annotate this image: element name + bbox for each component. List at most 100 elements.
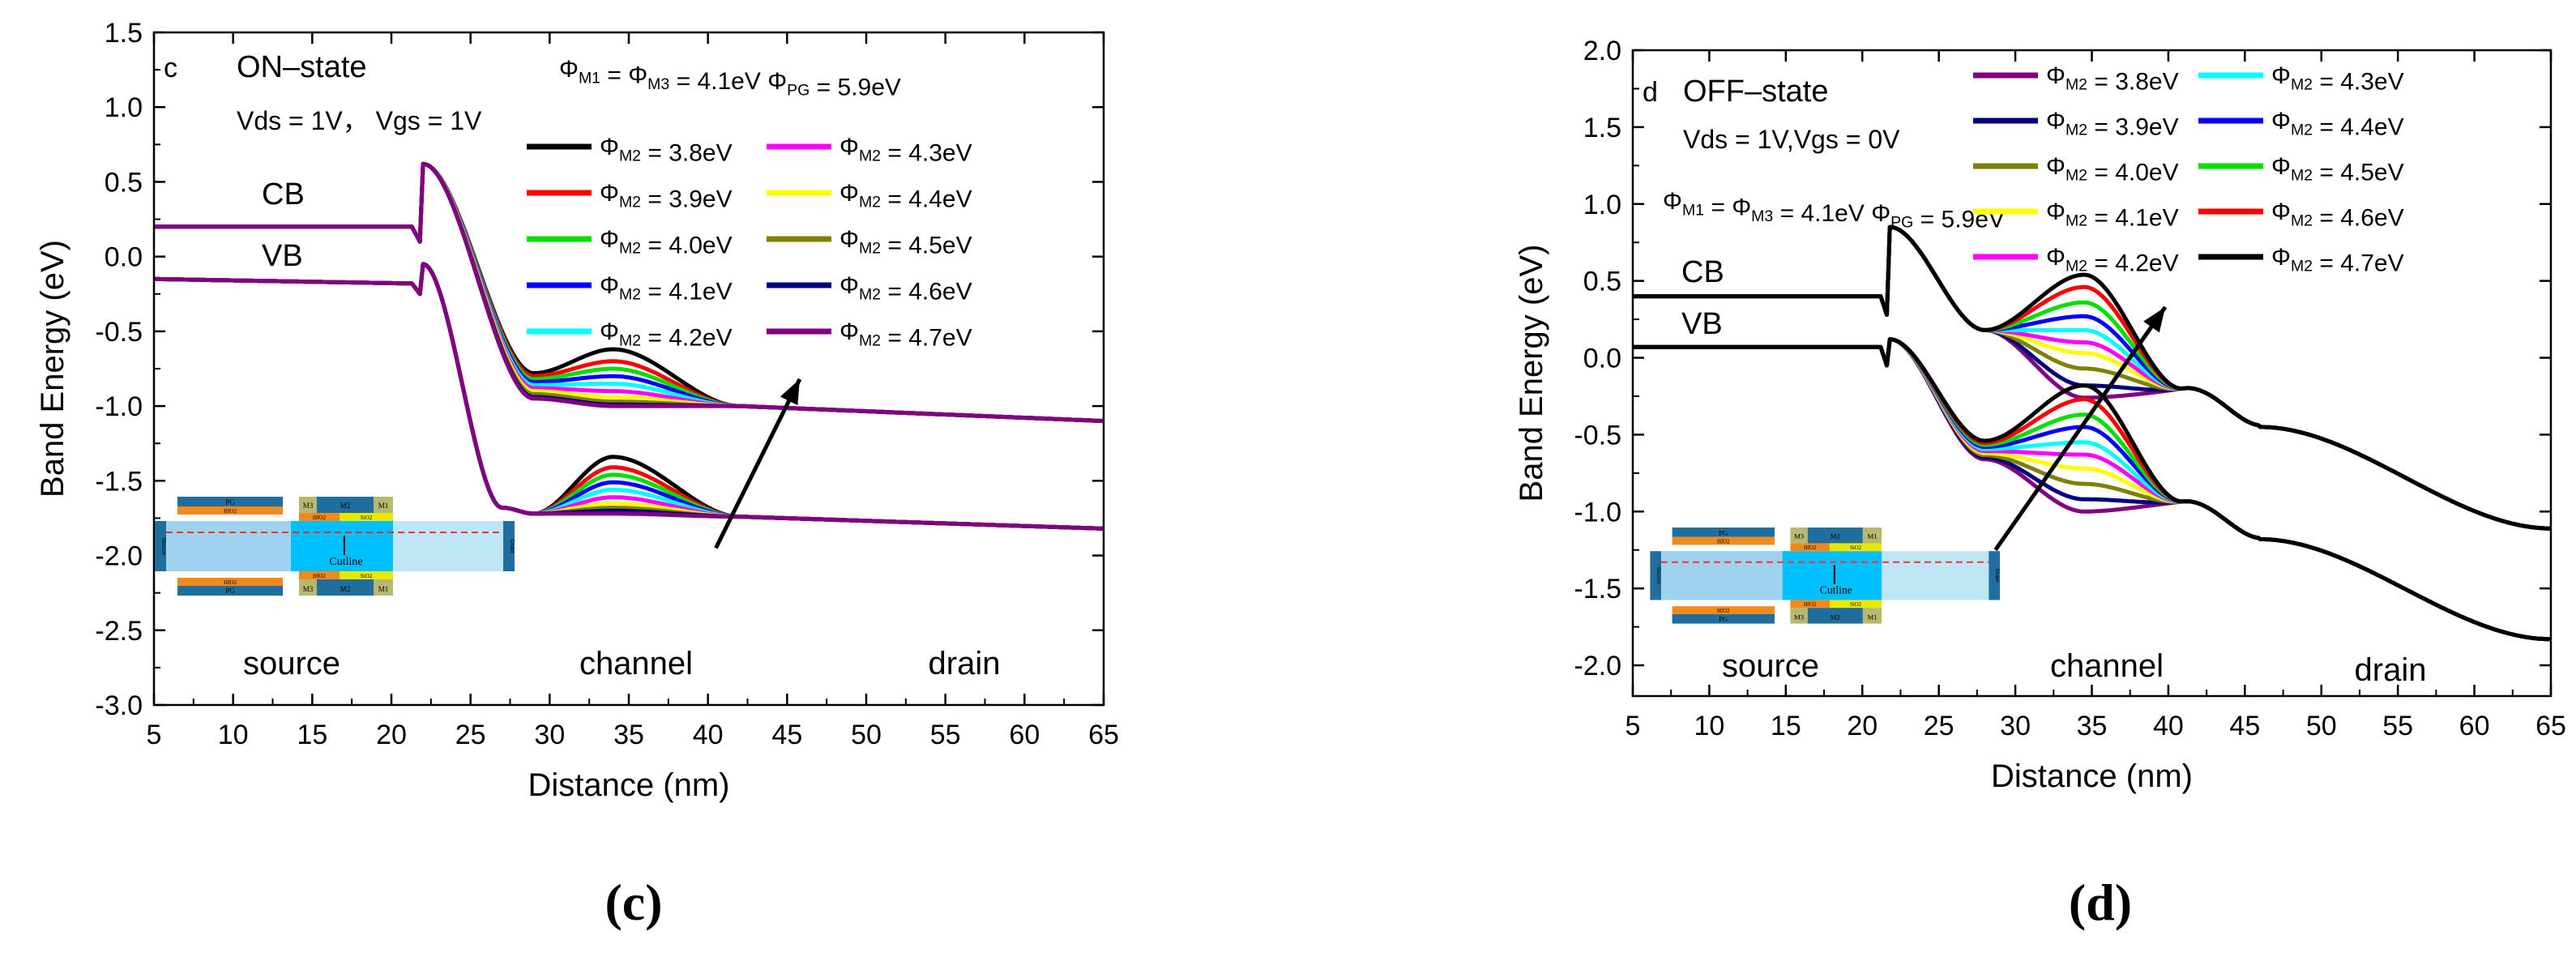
curves-group	[1632, 224, 2552, 642]
state-label: OFF–state	[1683, 75, 1829, 109]
legend-entry: ΦM2 = 4.0eV	[600, 226, 733, 259]
inset-label-m3-bottom: M3	[1794, 613, 1805, 622]
bias-label: Vds = 1V， Vgs = 1V	[237, 106, 482, 135]
legend-entry: ΦM2 = 4.2eV	[600, 318, 733, 352]
panel-caption: (c)	[604, 874, 662, 931]
inset-m3-top	[1790, 528, 1808, 544]
inset-drain-contact	[503, 521, 515, 571]
x-tick-label: 25	[455, 720, 486, 750]
inset-hfo2-gate-bottom	[299, 571, 340, 579]
inset-drain-contact	[1989, 551, 2000, 600]
inset-m3-bottom	[1790, 608, 1808, 624]
inset-label-m3: M3	[303, 502, 314, 510]
legend-entry: ΦM2 = 3.9eV	[2046, 108, 2179, 141]
x-tick-label: 50	[851, 720, 882, 750]
y-axis-label: Band Energy (eV)	[1514, 245, 1549, 502]
work-function-label: ΦM1 = ΦM3 = 4.1eV ΦPG = 5.9eV	[1663, 188, 2005, 233]
y-tick-label: -0.5	[1574, 420, 1621, 451]
inset-label-source: Source	[1655, 567, 1661, 585]
panel-letter: d	[1643, 77, 1658, 108]
y-axis-label: Band Energy (eV)	[35, 240, 70, 498]
inset-m3-top	[299, 497, 317, 513]
x-tick-label: 10	[218, 720, 249, 750]
inset-sio2-top	[1830, 543, 1882, 552]
inset-m1-bottom	[374, 579, 393, 596]
region-label-drain: drain	[929, 646, 1001, 681]
legend-entry: ΦM2 = 4.7eV	[2271, 244, 2404, 277]
inset-label-hfo2-gate-bottom: HfO2	[313, 573, 326, 579]
x-tick-label: 45	[771, 720, 802, 750]
inset-label-hfo2-bottom: HfO2	[224, 579, 237, 586]
x-tick-label: 35	[2077, 711, 2108, 741]
inset-label-source: Source	[160, 537, 166, 555]
inset-label-pg-bottom: PG	[1719, 615, 1728, 623]
y-tick-label: 2.0	[1583, 36, 1621, 66]
inset-label-m1-bottom: M1	[1867, 613, 1877, 622]
region-label-source: source	[1722, 648, 1819, 684]
inset-label-m2-bottom: M2	[340, 585, 351, 593]
x-tick-label: 20	[1847, 711, 1878, 741]
x-tick-label: 65	[2535, 711, 2566, 741]
chart-panel-c: 5 10 15 20 25 30 35 40 45 50 55 60 65 -3.0 -2.5 -2.0 -1.…	[35, 18, 1119, 931]
curves-group	[153, 161, 1104, 531]
inset-label-sio2: SiO2	[361, 515, 373, 521]
inset-pg-top	[177, 497, 283, 506]
legend-entry: ΦM2 = 4.6eV	[839, 272, 972, 305]
inset-m1-top	[1862, 528, 1882, 544]
vb-label: VB	[262, 239, 303, 273]
x-tick-label: 15	[1771, 711, 1801, 741]
chart-panel-d: 5 10 15 20 25 30 35 40 45 50 55 60 65 -2.0 -1.5 -1.0 -0.…	[1514, 36, 2566, 931]
inset-label-pg: PG	[1719, 529, 1728, 537]
inset-label-sio2: SiO2	[1850, 545, 1862, 551]
inset-label-m1-bottom: M1	[378, 585, 389, 593]
y-tick-label: -1.0	[95, 391, 143, 422]
inset-label-m2-bottom: M2	[1831, 613, 1840, 622]
inset-label-hfo2-gate-bottom: HfO2	[1804, 602, 1817, 608]
region-label-channel: channel	[579, 646, 693, 681]
inset-sio2-bottom	[340, 571, 393, 579]
trend-arrow	[714, 378, 802, 549]
inset-m2-bottom	[1807, 608, 1863, 624]
y-tick-label: -3.0	[95, 690, 143, 721]
y-tick-label: -1.0	[1574, 497, 1621, 528]
y-tick-label: 1.0	[105, 92, 143, 123]
legend-entry: ΦM2 = 4.3eV	[839, 134, 972, 167]
inset-m2-top	[1807, 528, 1863, 544]
legend-entry: ΦM2 = 3.9eV	[600, 180, 733, 213]
legend-entry: ΦM2 = 4.1eV	[2046, 199, 2179, 232]
inset-hfo2-bottom	[177, 578, 283, 586]
inset-label-m3-bottom: M3	[303, 585, 314, 593]
x-tick-label: 30	[534, 720, 565, 750]
legend-entry: ΦM2 = 4.6eV	[2271, 199, 2404, 232]
x-tick-label: 30	[2000, 711, 2031, 741]
inset-gate-channel	[291, 521, 393, 571]
inset-hfo2-gate-top	[1790, 543, 1831, 552]
trend-arrow	[1993, 305, 2168, 552]
legend-entry: ΦM2 = 4.4eV	[839, 180, 972, 213]
inset-pg-bottom	[1672, 613, 1775, 624]
bias-label: Vds = 1V,Vgs = 0V	[1683, 125, 1900, 154]
legend-entry: ΦM2 = 4.5eV	[839, 226, 972, 259]
x-tick-label: 25	[1924, 711, 1954, 741]
state-label: ON–state	[237, 50, 367, 84]
x-tick-label: 40	[693, 720, 724, 750]
inset-pg-bottom	[177, 586, 283, 596]
cb-label: CB	[262, 177, 305, 211]
inset-source-contact	[1650, 551, 1661, 600]
x-tick-label: 60	[2459, 711, 2490, 741]
panel-caption: (d)	[2069, 874, 2132, 931]
y-tick-label: -0.5	[95, 317, 143, 348]
legend-entry: ΦM2 = 4.7eV	[839, 318, 972, 352]
x-tick-label: 55	[930, 720, 961, 750]
y-tick-label: 0.0	[105, 242, 143, 273]
inset-m2-top	[317, 497, 374, 513]
x-tick-label: 5	[147, 720, 162, 750]
inset-m1-top	[374, 497, 393, 513]
inset-label-m3: M3	[1794, 532, 1805, 540]
inset-label-pg: PG	[225, 498, 235, 506]
y-tick-label: 1.0	[1583, 190, 1621, 220]
series-line-cb-4-7	[1632, 224, 2552, 531]
x-tick-label: 15	[297, 720, 327, 750]
